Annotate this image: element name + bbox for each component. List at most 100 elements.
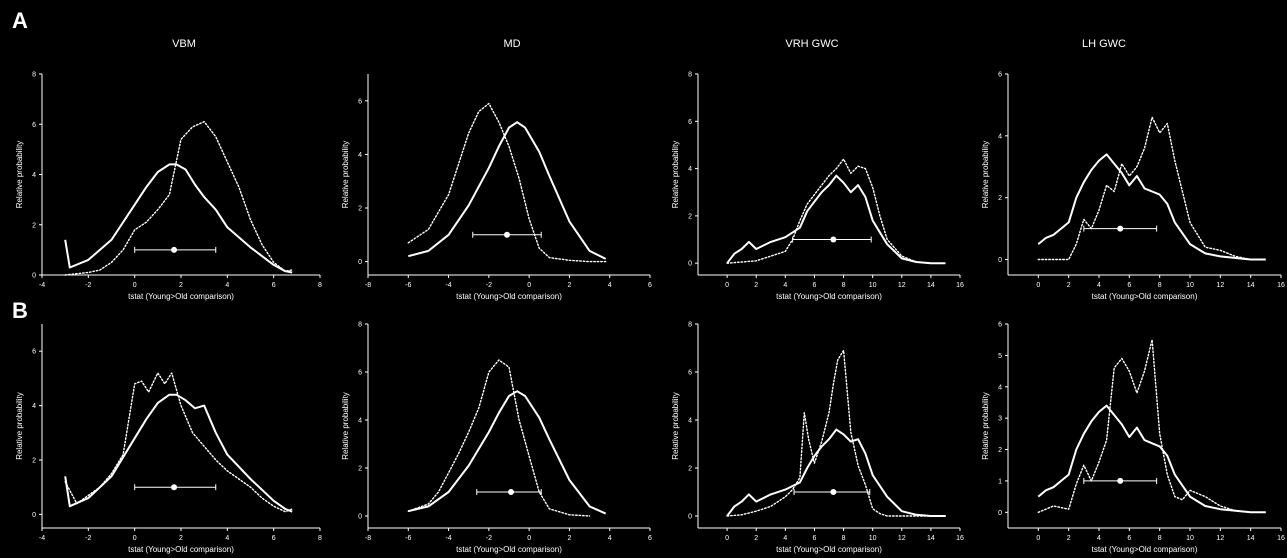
- x-tick-label: 10: [1186, 282, 1194, 289]
- x-axis-label: tstat (Young>Old comparison): [776, 545, 882, 554]
- interval-mean-point: [1117, 225, 1124, 232]
- y-tick-label: 0: [688, 261, 692, 268]
- interval-mean-point: [830, 489, 837, 495]
- chart-panel-a-vrh-gwc: 0 2 4 6 8 10 12 14 16 0 2 4 6 8 tstat (Young>Old compa…: [671, 72, 964, 302]
- x-tick-label: 0: [527, 535, 531, 542]
- y-tick-label: 6: [688, 119, 692, 126]
- y-tick-label: 8: [688, 322, 692, 329]
- interval-mean-point: [508, 489, 515, 495]
- chart-panel-a-vbm: -4 -2 0 2 4 6 8 0 2 4 6 8 tstat (Young>Old compariso…: [15, 72, 322, 302]
- y-tick-label: 4: [358, 418, 362, 425]
- interval-mean-point: [171, 484, 178, 491]
- y-tick-label: 2: [688, 466, 692, 473]
- x-axis-label: tstat (Young>Old comparison): [1092, 545, 1198, 554]
- y-tick-label: 3: [998, 416, 1002, 423]
- x-tick-label: 6: [812, 535, 816, 542]
- y-tick-label: 0: [358, 514, 362, 521]
- x-tick-label: 12: [1216, 535, 1224, 542]
- x-tick-label: 6: [812, 282, 816, 289]
- x-tick-label: 8: [318, 535, 322, 542]
- y-tick-label: 8: [688, 72, 692, 79]
- x-tick-label: 4: [783, 282, 787, 289]
- y-tick-label: 4: [688, 418, 692, 425]
- y-tick-label: 6: [32, 349, 36, 356]
- y-axis-label: Relative probability: [671, 392, 680, 460]
- y-axis-label: Relative probability: [15, 141, 24, 209]
- y-tick-label: 2: [998, 447, 1002, 454]
- x-tick-label: 16: [956, 535, 964, 542]
- x-tick-label: -4: [39, 535, 45, 542]
- y-tick-label: 2: [358, 206, 362, 213]
- x-tick-label: 0: [725, 282, 729, 289]
- dotted-series-line: [726, 158, 947, 264]
- x-tick-label: 4: [1097, 282, 1101, 289]
- x-tick-label: -4: [445, 535, 451, 542]
- y-tick-label: 6: [998, 322, 1002, 329]
- solid-series-line: [64, 393, 293, 513]
- interval-mean-point: [503, 231, 510, 238]
- x-tick-label: 4: [225, 282, 229, 289]
- y-tick-label: 4: [688, 166, 692, 173]
- chart-panel-a-lh-gwc: 0 2 4 6 8 10 12 14 16 0 2 4 6 tstat (Young>Old compar…: [981, 72, 1285, 302]
- x-tick-label: 0: [133, 282, 137, 289]
- x-tick-label: 16: [1277, 535, 1285, 542]
- interval-mean-point: [830, 236, 837, 243]
- y-tick-label: 4: [32, 403, 36, 410]
- y-tick-label: 6: [32, 122, 36, 129]
- y-tick-label: 6: [358, 370, 362, 377]
- x-tick-label: 2: [179, 282, 183, 289]
- solid-series-line: [408, 390, 607, 515]
- y-axis-label: Relative probability: [341, 141, 350, 209]
- y-tick-label: 0: [688, 514, 692, 521]
- dotted-series-line: [407, 102, 607, 263]
- x-tick-label: 14: [1247, 535, 1255, 542]
- y-tick-label: 0: [32, 512, 36, 519]
- x-tick-label: 0: [527, 282, 531, 289]
- y-axis-label: Relative probability: [981, 141, 990, 209]
- chart-panel-a-md: -8 -6 -4 -2 0 2 4 6 0 2 4 6 tstat (Young>Old compari…: [341, 74, 652, 301]
- dotted-series-line: [64, 372, 293, 513]
- y-axis-label: Relative probability: [981, 392, 990, 460]
- y-tick-label: 4: [32, 172, 36, 179]
- y-tick-label: 2: [32, 458, 36, 465]
- x-tick-label: 6: [648, 535, 652, 542]
- x-tick-label: 0: [725, 535, 729, 542]
- x-tick-label: 4: [608, 282, 612, 289]
- y-tick-label: 4: [358, 152, 362, 159]
- x-tick-label: 2: [567, 535, 571, 542]
- y-tick-label: 8: [358, 322, 362, 329]
- x-tick-label: 6: [272, 282, 276, 289]
- x-tick-label: 10: [869, 535, 877, 542]
- chart-panel-b-vrh-gwc: 0 2 4 6 8 10 12 14 16 0 2 4 6 8 tstat (Young>Old compa…: [671, 322, 964, 555]
- y-tick-label: 0: [358, 259, 362, 266]
- y-tick-label: 0: [998, 257, 1002, 264]
- x-tick-label: 16: [1277, 282, 1285, 289]
- dotted-series-line: [64, 121, 293, 276]
- x-tick-label: 0: [1036, 282, 1040, 289]
- x-tick-label: 8: [1158, 535, 1162, 542]
- y-tick-label: 2: [998, 195, 1002, 202]
- row-label-a: A: [12, 8, 28, 33]
- x-tick-label: 12: [1216, 282, 1224, 289]
- x-tick-label: 0: [133, 535, 137, 542]
- x-tick-label: 12: [898, 535, 906, 542]
- x-tick-label: -2: [85, 282, 91, 289]
- x-tick-label: -4: [39, 282, 45, 289]
- x-tick-label: 8: [1158, 282, 1162, 289]
- x-tick-label: 2: [1067, 282, 1071, 289]
- x-tick-label: 8: [842, 535, 846, 542]
- x-tick-label: 4: [1097, 535, 1101, 542]
- x-axis-label: tstat (Young>Old comparison): [776, 292, 882, 301]
- row-label-b: B: [12, 298, 28, 323]
- x-tick-label: 4: [608, 535, 612, 542]
- dotted-series-line: [1037, 339, 1252, 514]
- y-tick-label: 0: [32, 273, 36, 280]
- interval-mean-point: [1117, 477, 1124, 484]
- x-tick-label: 6: [1127, 282, 1131, 289]
- interval-mean-point: [171, 246, 178, 253]
- x-tick-label: -2: [486, 535, 492, 542]
- y-tick-label: 0: [998, 510, 1002, 517]
- x-tick-label: 2: [567, 282, 571, 289]
- y-axis-label: Relative probability: [671, 141, 680, 209]
- solid-series-line: [64, 163, 293, 274]
